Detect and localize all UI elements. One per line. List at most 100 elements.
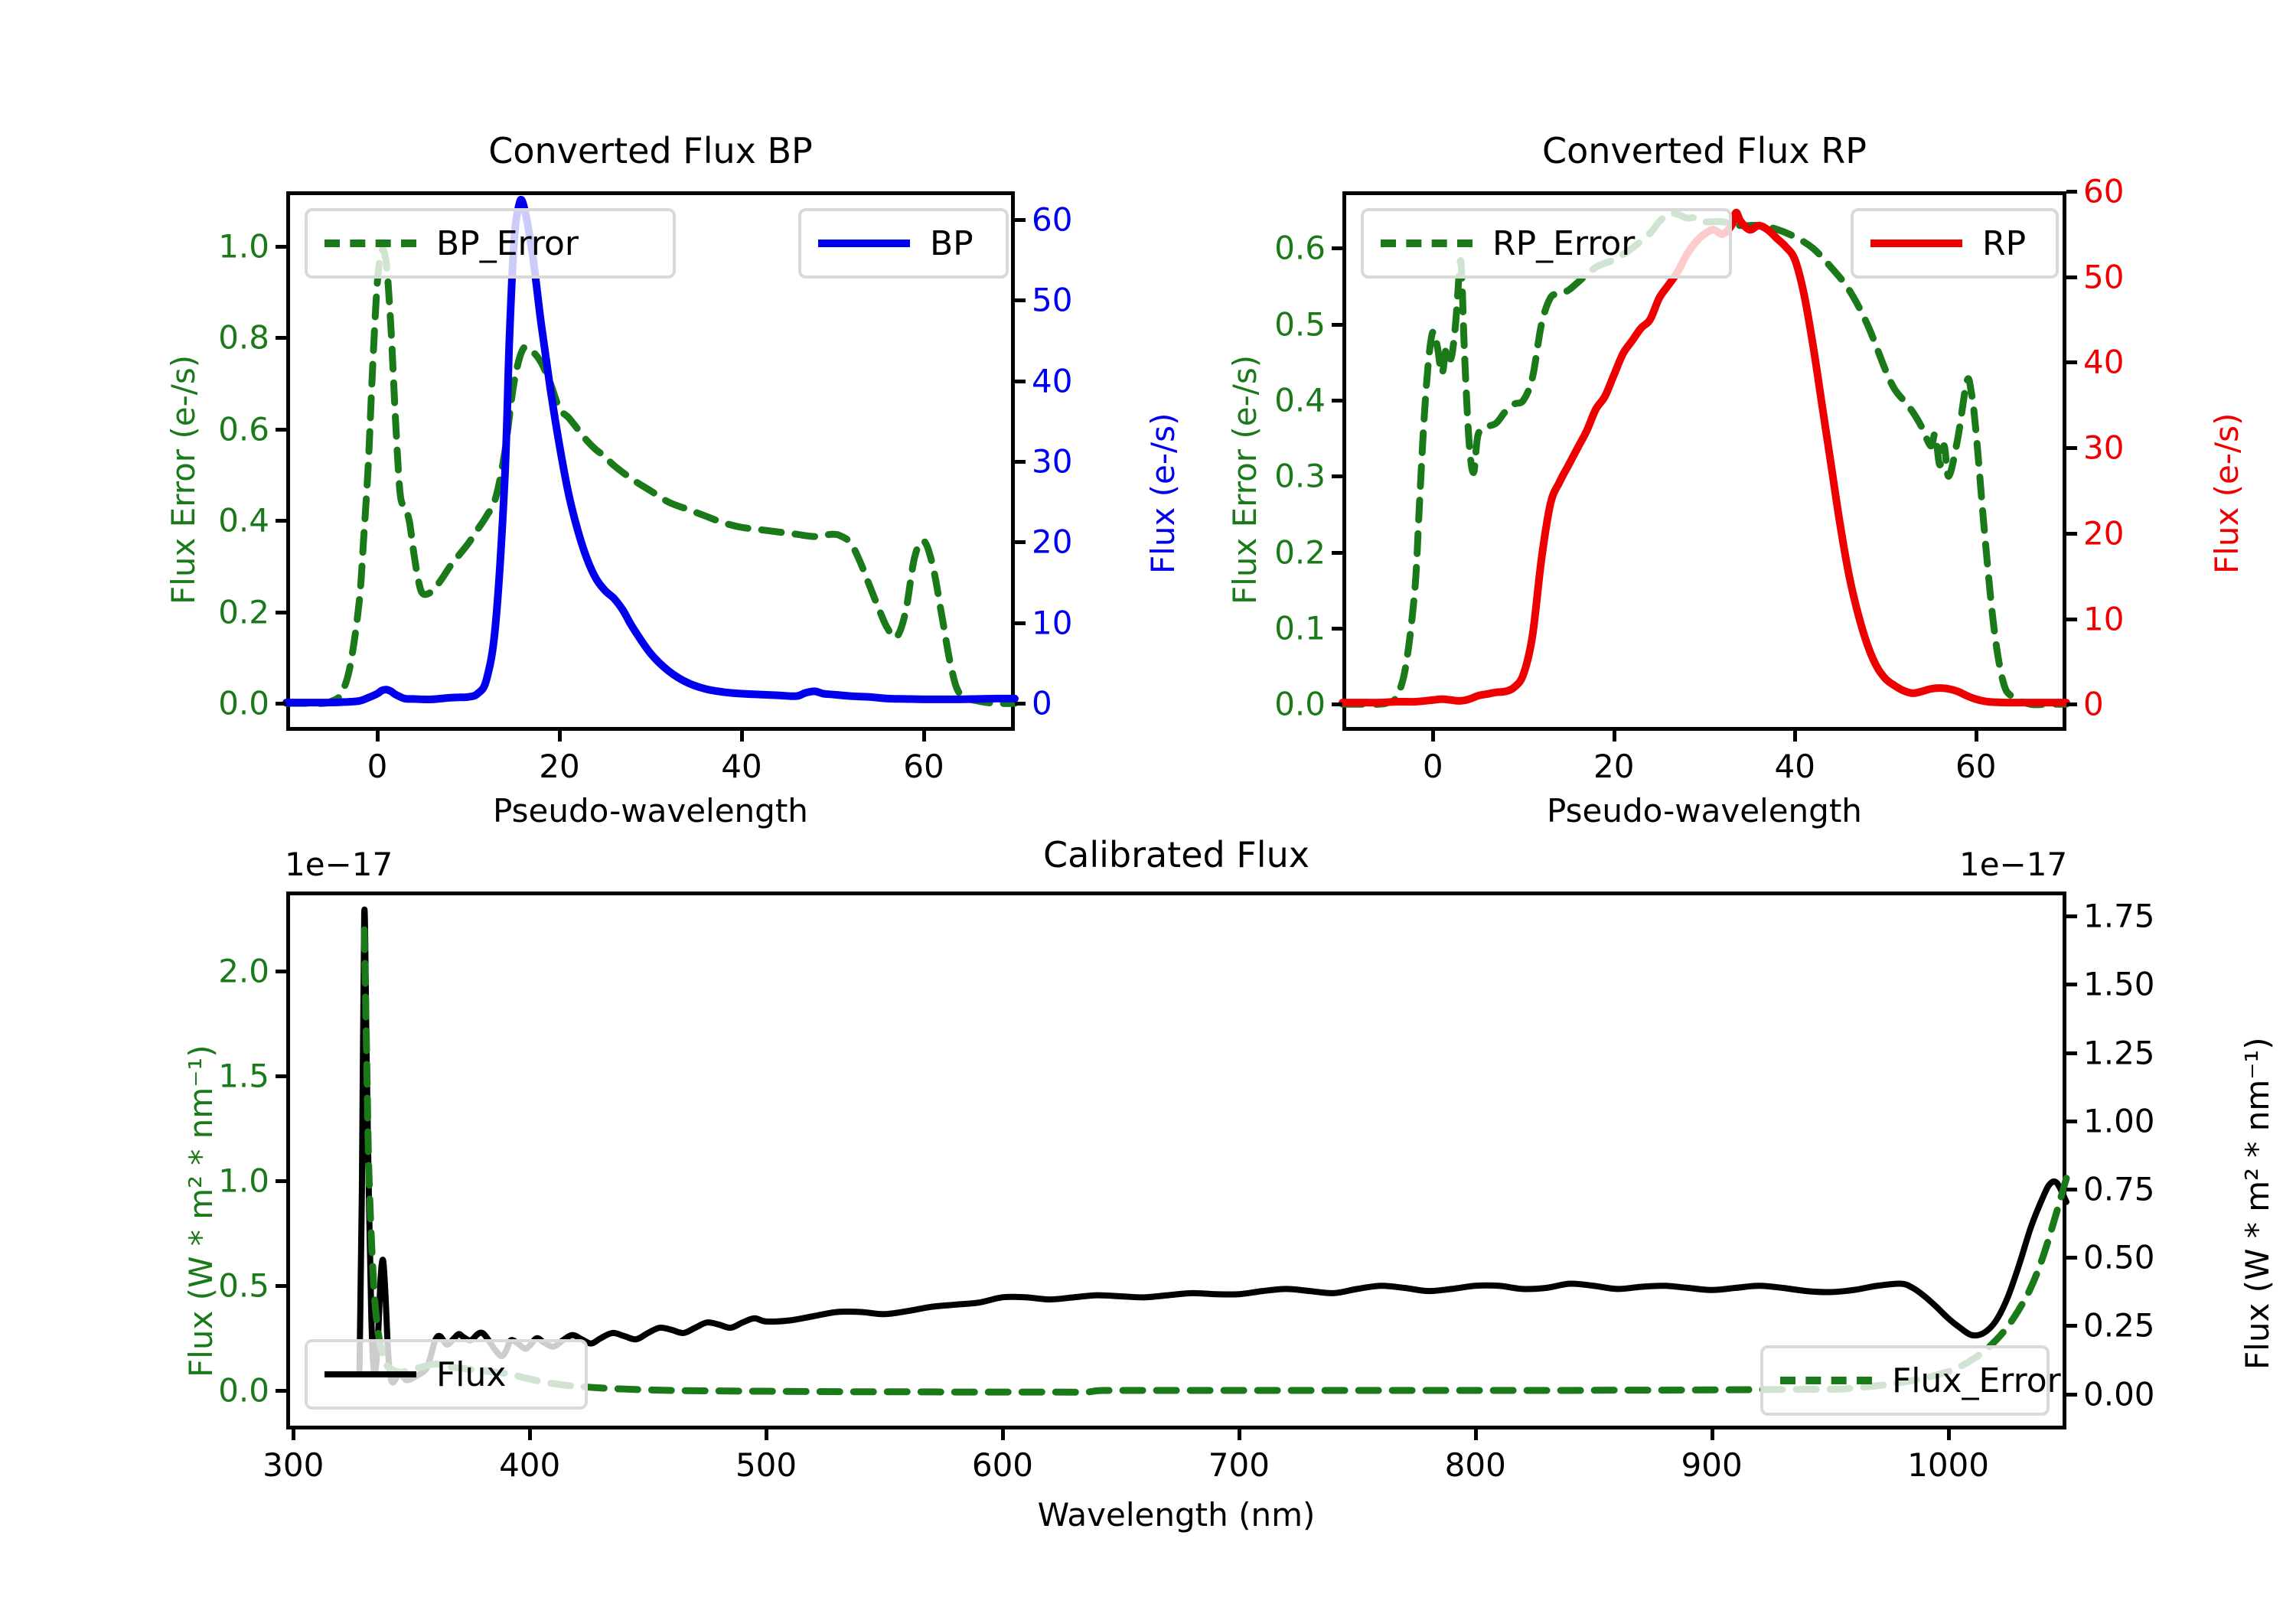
cal-x-ticks-1: 400 — [499, 1446, 561, 1484]
series-flux-error — [360, 926, 2070, 1396]
bp-yl-ticks-1: 0.2 — [218, 593, 269, 631]
cal-x-ticks-6: 900 — [1681, 1446, 1743, 1484]
rp-axes-frame — [1342, 191, 2066, 731]
cal-yr-ticks-0: 0.00 — [2083, 1375, 2155, 1413]
cal-yr-ticks-6: 1.50 — [2083, 965, 2155, 1003]
tickmark — [1710, 1429, 1714, 1440]
calibrated-right-axis-label: Flux (W * m² * nm⁻¹) — [2239, 1037, 2276, 1370]
cal-yl-ticks-4: 2.0 — [218, 952, 269, 990]
bp-x-ticks-3: 60 — [903, 748, 944, 785]
tickmark — [1332, 702, 1342, 707]
rp-error-legend[interactable]: RP_Error — [1361, 208, 1732, 279]
calibrated-x-axis-label: Wavelength (nm) — [1037, 1496, 1316, 1534]
series-bp — [282, 195, 1019, 707]
calibrated-right-offset-text: 1e−17 — [1959, 846, 2068, 883]
tickmark — [1015, 460, 1026, 464]
tickmark — [276, 1179, 286, 1184]
bp-panel-title: Converted Flux BP — [488, 130, 813, 171]
bp-legend[interactable]: BP — [798, 208, 1009, 279]
rp-legend-swatch — [1870, 240, 1962, 247]
tickmark — [2066, 1051, 2077, 1055]
series-flux — [356, 906, 2069, 1386]
tickmark — [1015, 621, 1026, 625]
rp-yr-ticks-3: 30 — [2083, 429, 2125, 467]
tickmark — [1431, 731, 1436, 742]
tickmark — [922, 731, 926, 742]
tickmark — [765, 1429, 769, 1440]
bp-error-legend-label: BP_Error — [436, 223, 579, 263]
rp-yl-ticks-4: 0.4 — [1274, 381, 1326, 419]
tickmark — [276, 970, 286, 974]
cal-yr-ticks-7: 1.75 — [2083, 897, 2155, 935]
tickmark — [2066, 1119, 2077, 1123]
tickmark — [1332, 626, 1342, 631]
bp-x-axis-label: Pseudo-wavelength — [493, 792, 808, 830]
tickmark — [2066, 1392, 2077, 1397]
flux-error-legend[interactable]: Flux_Error — [1760, 1345, 2061, 1416]
rp-yl-ticks-6: 0.6 — [1274, 229, 1326, 267]
tickmark — [276, 336, 286, 341]
tickmark — [2066, 446, 2077, 451]
bp-yr-ticks-5: 50 — [1032, 281, 1073, 319]
bp-x-ticks-1: 20 — [539, 748, 580, 785]
tickmark — [1237, 1429, 1241, 1440]
tickmark — [276, 1284, 286, 1289]
cal-yr-ticks-3: 0.75 — [2083, 1170, 2155, 1208]
flux-legend[interactable]: Flux — [305, 1339, 588, 1410]
tickmark — [2066, 983, 2077, 987]
bp-yr-ticks-1: 10 — [1032, 604, 1073, 642]
tickmark — [1332, 322, 1342, 327]
tickmark — [2066, 1324, 2077, 1328]
rp-x-ticks-1: 20 — [1593, 748, 1635, 785]
rp-yr-ticks-4: 40 — [2083, 343, 2125, 381]
cal-x-ticks-0: 300 — [263, 1446, 325, 1484]
rp-yr-ticks-2: 20 — [2083, 514, 2125, 553]
tickmark — [740, 731, 744, 742]
cal-yr-ticks-1: 0.25 — [2083, 1306, 2155, 1345]
tickmark — [528, 1429, 533, 1440]
flux-error-legend-swatch — [1780, 1377, 1872, 1384]
bp-yr-ticks-0: 0 — [1032, 684, 1052, 722]
calibrated-left-offset-text: 1e−17 — [285, 846, 393, 883]
calibrated-panel-title: Calibrated Flux — [1043, 834, 1309, 875]
cal-yr-ticks-4: 1.00 — [2083, 1102, 2155, 1140]
tickmark — [2066, 914, 2077, 919]
tickmark — [2066, 190, 2077, 194]
tickmark — [1332, 246, 1342, 251]
bp-error-legend-swatch — [325, 240, 416, 247]
tickmark — [1000, 1429, 1005, 1440]
cal-x-ticks-5: 800 — [1444, 1446, 1506, 1484]
tickmark — [2066, 1256, 2077, 1260]
cal-x-ticks-7: 1000 — [1907, 1446, 1989, 1484]
cal-yr-ticks-5: 1.25 — [2083, 1034, 2155, 1072]
flux-legend-swatch — [325, 1371, 416, 1377]
cal-x-ticks-4: 700 — [1208, 1446, 1270, 1484]
tickmark — [1974, 731, 1978, 742]
rp-yr-ticks-5: 50 — [2083, 258, 2125, 296]
tickmark — [276, 1074, 286, 1079]
rp-x-ticks-2: 40 — [1774, 748, 1815, 785]
rp-yl-ticks-1: 0.1 — [1274, 609, 1326, 647]
tickmark — [2066, 531, 2077, 536]
tickmark — [2066, 360, 2077, 365]
bp-error-legend[interactable]: BP_Error — [305, 208, 676, 279]
cal-yl-ticks-2: 1.0 — [218, 1162, 269, 1200]
bp-yl-ticks-4: 0.8 — [218, 318, 269, 357]
cal-yl-ticks-1: 0.5 — [218, 1266, 269, 1305]
tickmark — [276, 427, 286, 432]
rp-yr-ticks-1: 10 — [2083, 600, 2125, 638]
series-rp-error — [1339, 210, 2070, 709]
tickmark — [376, 731, 380, 742]
tickmark — [1015, 379, 1026, 383]
rp-x-ticks-0: 0 — [1422, 748, 1443, 785]
tickmark — [1946, 1429, 1951, 1440]
rp-yr-ticks-0: 0 — [2083, 685, 2104, 723]
tickmark — [1015, 702, 1026, 706]
rp-panel-title: Converted Flux RP — [1542, 130, 1867, 171]
rp-error-legend-label: RP_Error — [1492, 223, 1636, 263]
rp-legend-label: RP — [1982, 223, 2027, 263]
rp-legend[interactable]: RP — [1851, 208, 2059, 279]
rp-yl-ticks-0: 0.0 — [1274, 685, 1326, 723]
calibrated-axes-frame — [286, 892, 2066, 1429]
